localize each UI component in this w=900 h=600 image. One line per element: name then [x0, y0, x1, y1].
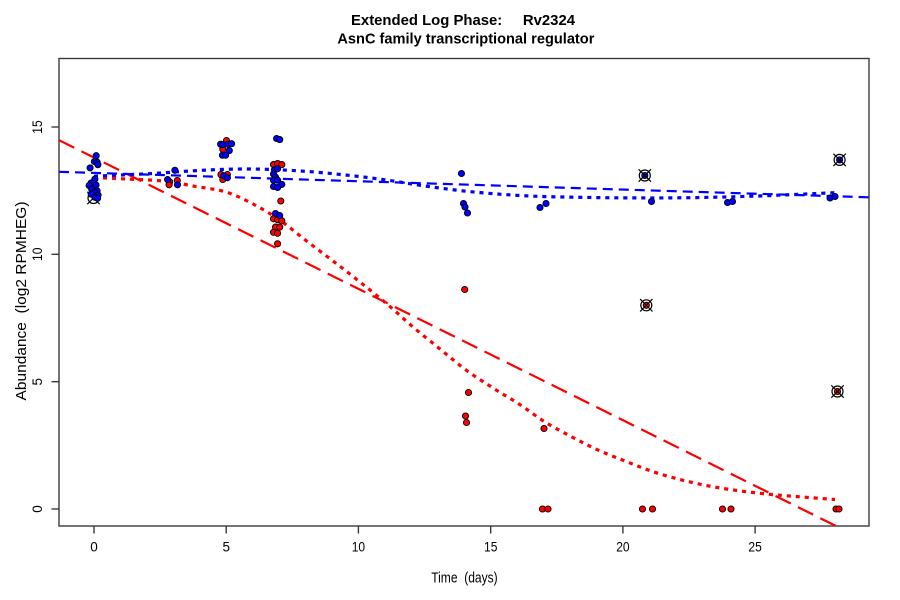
svg-text:10: 10: [30, 248, 45, 261]
svg-text:5: 5: [30, 378, 45, 386]
svg-text:0: 0: [30, 505, 45, 513]
svg-text:Time (days): Time (days): [431, 570, 498, 586]
svg-text:0: 0: [90, 540, 98, 555]
svg-text:Abundance (log2 RPMHEG): Abundance (log2 RPMHEG): [14, 202, 30, 401]
svg-text:15: 15: [30, 120, 45, 133]
svg-text:20: 20: [616, 540, 629, 555]
svg-text:5: 5: [222, 540, 230, 555]
svg-text:15: 15: [484, 540, 497, 555]
svg-text:10: 10: [352, 540, 365, 555]
svg-text:AsnC family transcriptional re: AsnC family transcriptional regulator: [337, 31, 594, 48]
svg-text:Extended Log Phase: Rv2324: Extended Log Phase: Rv2324: [351, 12, 576, 29]
svg-text:25: 25: [748, 540, 761, 555]
